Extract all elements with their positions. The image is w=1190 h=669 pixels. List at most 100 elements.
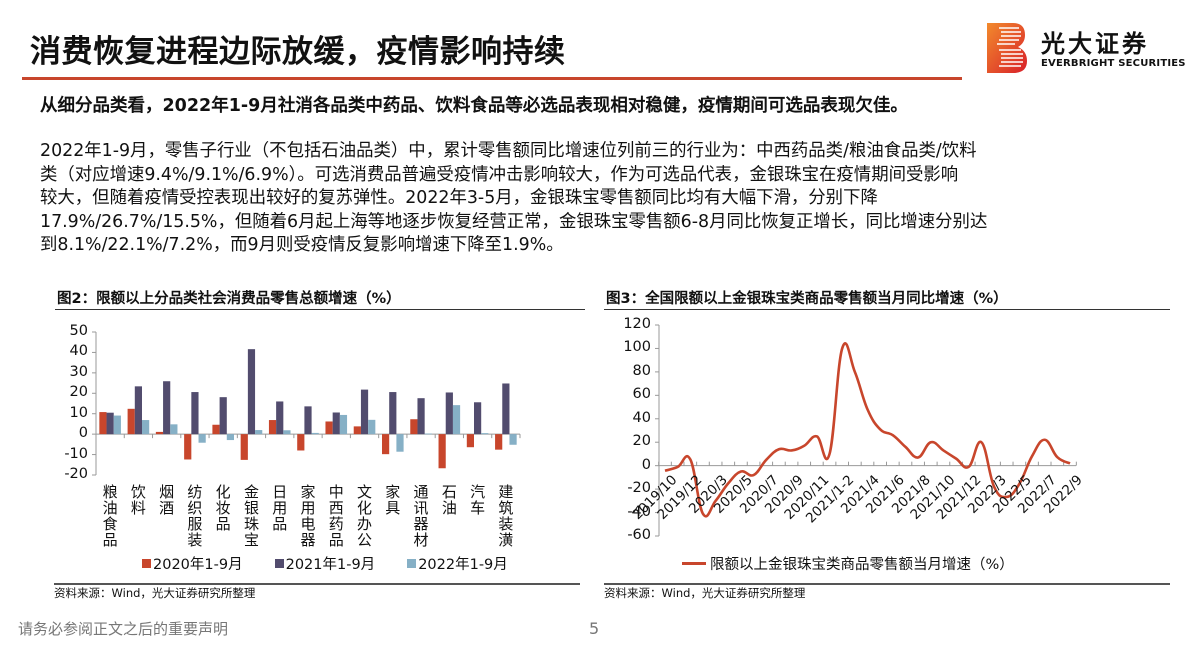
- x-category-label: 家用电器: [300, 483, 316, 549]
- bar: [445, 392, 453, 435]
- bar: [417, 398, 425, 435]
- x-category-label: 粮油食品: [102, 483, 118, 549]
- y-tick-label: 50: [69, 323, 88, 339]
- legend-label-2020: 2020年1-9月: [153, 557, 243, 573]
- y-tick-label: 0: [641, 456, 651, 473]
- y-tick-label: -20: [627, 480, 651, 497]
- bar: [360, 389, 369, 435]
- title-divider: [22, 77, 962, 80]
- bar: [99, 412, 107, 435]
- y-tick-label: 0: [78, 425, 88, 442]
- y-tick-label: 60: [632, 386, 651, 403]
- legend-swatch-2021: [274, 559, 284, 568]
- figure3-legend: 限额以上金银珠宝类商品零售额当月增速（%）: [682, 553, 1014, 574]
- y-tick-label: -60: [627, 527, 651, 543]
- disclaimer-note: 请务必参阅正文之后的重要声明: [18, 620, 229, 638]
- bar: [332, 412, 340, 435]
- bar: [339, 414, 348, 435]
- legend-label-2022: 2022年1-9月: [418, 557, 508, 573]
- figure3-source-rule: [604, 583, 1170, 585]
- bar: [163, 381, 171, 435]
- bar: [438, 434, 446, 469]
- body-line: 到8.1%/22.1%/7.2%，而9月则受疫情反复影响增速下降至1.9%。: [40, 235, 564, 255]
- y-tick-label: 20: [69, 384, 88, 401]
- figure2-title-rule: [55, 309, 585, 310]
- figure2-title: 图2：限额以上分品类社会消费品零售总额增速（%）: [57, 291, 401, 307]
- bar: [311, 432, 319, 435]
- bar: [142, 420, 150, 435]
- x-category-label: 石油: [441, 483, 457, 517]
- logo-name-cn: 光大证券: [1041, 30, 1149, 58]
- logo-name-en: EVERBRIGHT SECURITIES: [1041, 58, 1186, 69]
- x-category-label: 通讯器材: [413, 483, 429, 549]
- y-tick-label: 80: [632, 362, 651, 379]
- bar: [170, 424, 178, 435]
- body-line: 类（对应增速9.4%/9.1%/6.9%）。可选消费品普遍受疫情冲击影响较大，作…: [40, 164, 959, 185]
- bar: [184, 434, 192, 460]
- x-category-label: 日用品: [272, 483, 288, 533]
- x-category-label: 化妆品: [215, 483, 231, 533]
- bar: [452, 405, 461, 435]
- page-title: 消费恢复进程边际放缓，疫情影响持续: [30, 34, 566, 70]
- body-paragraph: 2022年1-9月，零售子行业（不包括石油品类）中，累计零售额同比增速位列前三的…: [40, 140, 1122, 258]
- x-category-label: 汽车: [470, 483, 486, 517]
- bar: [106, 412, 114, 435]
- y-tick-label: -40: [627, 503, 651, 520]
- bar: [198, 434, 206, 443]
- bar: [134, 386, 142, 435]
- bar: [509, 434, 517, 445]
- y-tick-label: 100: [623, 339, 651, 356]
- x-category-label: 中西药品: [328, 483, 344, 549]
- figure3-title-rule: [604, 309, 1170, 310]
- legend-label-2021: 2021年1-9月: [285, 557, 376, 573]
- bar: [240, 434, 248, 460]
- bar: [304, 406, 312, 435]
- everbright-b-logo-icon: [987, 23, 1027, 73]
- y-tick-label: 10: [69, 404, 88, 421]
- body-line: 较大，但随着疫情受控表现出较好的复苏弹性。2022年3-5月，金银珠宝零售额同比…: [40, 188, 878, 208]
- bar: [247, 349, 256, 435]
- company-logo: 光大证券 EVERBRIGHT SECURITIES: [985, 22, 1186, 74]
- bar: [276, 401, 284, 435]
- x-category-label: 烟酒: [159, 483, 175, 517]
- bar: [191, 392, 199, 435]
- bar: [219, 397, 227, 435]
- y-tick-label: 30: [69, 363, 88, 380]
- bar: [268, 420, 277, 435]
- bar: [382, 434, 390, 455]
- y-tick-label: 40: [632, 409, 651, 426]
- body-line: 2022年1-9月，零售子行业（不包括石油品类）中，累计零售额同比增速位列前三的…: [40, 141, 977, 161]
- bar: [113, 415, 121, 435]
- page-number: 5: [589, 619, 600, 638]
- y-tick-label: 120: [623, 316, 651, 332]
- section-headline: 从细分品类看，2022年1-9月社消各品类中药品、饮料食品等必选品表现相对稳健，…: [40, 96, 908, 116]
- x-category-label: 建筑装潢: [498, 483, 514, 549]
- bar: [481, 433, 489, 435]
- bar: [212, 424, 220, 435]
- x-category-label: 金银珠宝: [243, 483, 259, 549]
- bar: [424, 433, 432, 435]
- legend-line-swatch: [682, 562, 706, 565]
- bar: [474, 402, 482, 435]
- bar: [226, 434, 234, 441]
- bar: [495, 434, 503, 450]
- bar: [325, 421, 333, 435]
- x-category-label: 饮料: [130, 483, 146, 517]
- x-category-label: 文化办公: [357, 483, 373, 549]
- y-tick-label: -10: [64, 445, 88, 462]
- y-tick-label: -20: [64, 466, 88, 482]
- figure2-legend: 2020年1-9月 2021年1-9月 2022年1-9月: [142, 553, 508, 574]
- legend-swatch-2020: [142, 559, 151, 568]
- bar: [466, 434, 474, 448]
- bar: [155, 431, 164, 435]
- x-category-label: 家具: [385, 483, 401, 517]
- figure3-title: 图3：全国限额以上金银珠宝类商品零售额当月同比增速（%）: [606, 291, 1008, 307]
- bar: [297, 434, 305, 451]
- figure2-source-rule: [54, 583, 580, 585]
- bar: [410, 419, 418, 435]
- bar: [396, 434, 404, 452]
- bar: [389, 392, 397, 435]
- bar: [502, 383, 510, 435]
- bar: [127, 408, 135, 435]
